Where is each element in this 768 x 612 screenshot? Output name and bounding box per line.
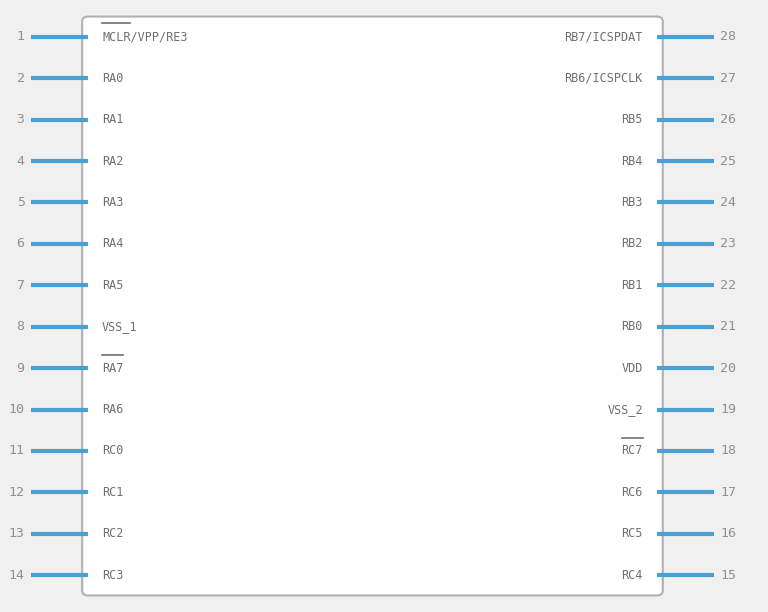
Text: RC3: RC3 — [102, 569, 124, 582]
Text: RC6: RC6 — [621, 486, 643, 499]
Text: 13: 13 — [8, 528, 25, 540]
Text: RA1: RA1 — [102, 113, 124, 126]
Text: 14: 14 — [8, 569, 25, 582]
FancyBboxPatch shape — [82, 17, 663, 595]
Text: RA4: RA4 — [102, 237, 124, 250]
Text: RB6/ICSPCLK: RB6/ICSPCLK — [564, 72, 643, 84]
Text: RB3: RB3 — [621, 196, 643, 209]
Text: VDD: VDD — [621, 362, 643, 375]
Text: RB1: RB1 — [621, 279, 643, 292]
Text: RA5: RA5 — [102, 279, 124, 292]
Text: RA0: RA0 — [102, 72, 124, 84]
Text: VSS_1: VSS_1 — [102, 320, 137, 333]
Text: 28: 28 — [720, 30, 737, 43]
Text: RC5: RC5 — [621, 528, 643, 540]
Text: 5: 5 — [17, 196, 25, 209]
Text: 17: 17 — [720, 486, 737, 499]
Text: 26: 26 — [720, 113, 737, 126]
Text: 11: 11 — [8, 444, 25, 458]
Text: RC7: RC7 — [621, 444, 643, 458]
Text: 22: 22 — [720, 279, 737, 292]
Text: 2: 2 — [17, 72, 25, 84]
Text: 19: 19 — [720, 403, 737, 416]
Text: 20: 20 — [720, 362, 737, 375]
Text: 21: 21 — [720, 320, 737, 333]
Text: RC1: RC1 — [102, 486, 124, 499]
Text: 8: 8 — [17, 320, 25, 333]
Text: RC2: RC2 — [102, 528, 124, 540]
Text: RA2: RA2 — [102, 154, 124, 168]
Text: 16: 16 — [720, 528, 737, 540]
Text: 9: 9 — [17, 362, 25, 375]
Text: 18: 18 — [720, 444, 737, 458]
Text: 10: 10 — [8, 403, 25, 416]
Text: RB2: RB2 — [621, 237, 643, 250]
Text: 4: 4 — [17, 154, 25, 168]
Text: 6: 6 — [17, 237, 25, 250]
Text: RA6: RA6 — [102, 403, 124, 416]
Text: RB4: RB4 — [621, 154, 643, 168]
Text: 12: 12 — [8, 486, 25, 499]
Text: RC0: RC0 — [102, 444, 124, 458]
Text: 1: 1 — [17, 30, 25, 43]
Text: RA7: RA7 — [102, 362, 124, 375]
Text: RB5: RB5 — [621, 113, 643, 126]
Text: 7: 7 — [17, 279, 25, 292]
Text: 3: 3 — [17, 113, 25, 126]
Text: MCLR/VPP/RE3: MCLR/VPP/RE3 — [102, 30, 187, 43]
Text: 24: 24 — [720, 196, 737, 209]
Text: 23: 23 — [720, 237, 737, 250]
Text: RC4: RC4 — [621, 569, 643, 582]
Text: RB0: RB0 — [621, 320, 643, 333]
Text: VSS_2: VSS_2 — [607, 403, 643, 416]
Text: 27: 27 — [720, 72, 737, 84]
Text: 25: 25 — [720, 154, 737, 168]
Text: RA3: RA3 — [102, 196, 124, 209]
Text: RB7/ICSPDAT: RB7/ICSPDAT — [564, 30, 643, 43]
Text: 15: 15 — [720, 569, 737, 582]
